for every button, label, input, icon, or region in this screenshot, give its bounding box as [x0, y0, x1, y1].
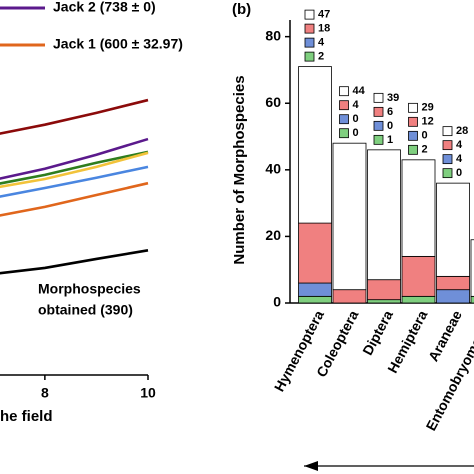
- label-swatch: [304, 9, 315, 20]
- label-swatch: [304, 23, 315, 34]
- line: [0, 181, 149, 217]
- label-swatch: [304, 51, 315, 62]
- y-tick-label: 40: [265, 161, 281, 177]
- line: [0, 98, 149, 135]
- y-tick-label: 20: [265, 227, 281, 243]
- label-swatch: [373, 134, 384, 145]
- y-tick-label: 60: [265, 94, 281, 110]
- label-swatch: [442, 126, 453, 137]
- label-swatch: [408, 102, 418, 113]
- value-label: 1: [387, 134, 393, 146]
- label-swatch: [442, 168, 453, 179]
- value-label: 29: [422, 102, 434, 114]
- bar-segment: [298, 66, 332, 224]
- y-tick-label: 80: [265, 27, 281, 43]
- label-swatch: [442, 154, 453, 165]
- annotation: Morphospecies: [38, 281, 141, 297]
- bar-segment: [298, 295, 332, 304]
- value-label: 2: [422, 144, 428, 156]
- value-label: 28: [456, 125, 468, 137]
- bar-segment: [367, 299, 401, 304]
- bar-segment: [436, 275, 470, 291]
- line: [0, 165, 149, 198]
- y-axis-label: Number of Morphospecies: [231, 75, 248, 264]
- label-swatch: [442, 140, 453, 151]
- label-swatch: [339, 128, 349, 139]
- label-swatch: [373, 106, 384, 117]
- value-label: 0: [387, 120, 393, 132]
- label-swatch: [408, 116, 418, 127]
- line: [0, 150, 149, 185]
- bar-segment: [298, 282, 332, 297]
- value-label: 18: [318, 23, 330, 35]
- value-label: 4: [353, 99, 360, 111]
- label-swatch: [373, 120, 384, 131]
- value-label: 0: [353, 113, 359, 125]
- bar-segment: [470, 295, 474, 304]
- bar-segment: [436, 289, 470, 304]
- value-label: 4: [456, 153, 463, 165]
- x-tick-label: 10: [140, 385, 156, 401]
- label-swatch: [373, 92, 384, 103]
- label-swatch: [339, 86, 349, 97]
- value-label: 4: [456, 139, 463, 151]
- value-label: 47: [318, 9, 330, 21]
- x-tick-label: Diptera: [359, 307, 396, 357]
- label-swatch: [339, 100, 349, 111]
- label-swatch: [304, 37, 315, 48]
- line: [0, 137, 149, 180]
- legend-label: Jack 1 (600 ± 32.97): [53, 36, 183, 52]
- bar-segment: [401, 159, 436, 257]
- bar-segment: [401, 295, 436, 304]
- x-tick-label: Hymenoptera: [271, 307, 327, 394]
- x-axis-label: he field: [0, 408, 53, 425]
- annotation: obtained (390): [38, 302, 133, 318]
- x-tick-label: 8: [41, 385, 49, 401]
- legend-label: Jack 2 (738 ± 0): [53, 0, 156, 15]
- line: [0, 249, 149, 275]
- label-swatch: [339, 114, 349, 125]
- value-label: 44: [353, 85, 366, 97]
- bar-segment: [470, 239, 474, 297]
- value-label: 12: [422, 116, 434, 128]
- bar-segment: [298, 222, 332, 284]
- y-tick-label: 0: [273, 294, 281, 310]
- bar-segment: [436, 182, 470, 277]
- bar-segment: [332, 142, 367, 291]
- value-label: 2: [318, 51, 324, 63]
- panel-label: (b): [232, 1, 251, 18]
- bar-segment: [367, 149, 401, 281]
- arrow-head: [304, 461, 318, 471]
- value-label: 0: [353, 127, 359, 139]
- bar-segment: [401, 255, 436, 297]
- value-label: 0: [422, 130, 428, 142]
- value-label: 4: [318, 37, 325, 49]
- bar-segment: [367, 279, 401, 301]
- line: [0, 151, 149, 189]
- value-label: 6: [387, 106, 393, 118]
- value-label: 0: [456, 167, 462, 179]
- value-label: 39: [387, 92, 399, 104]
- label-swatch: [408, 144, 418, 155]
- label-swatch: [408, 130, 418, 141]
- bar-segment: [332, 289, 367, 304]
